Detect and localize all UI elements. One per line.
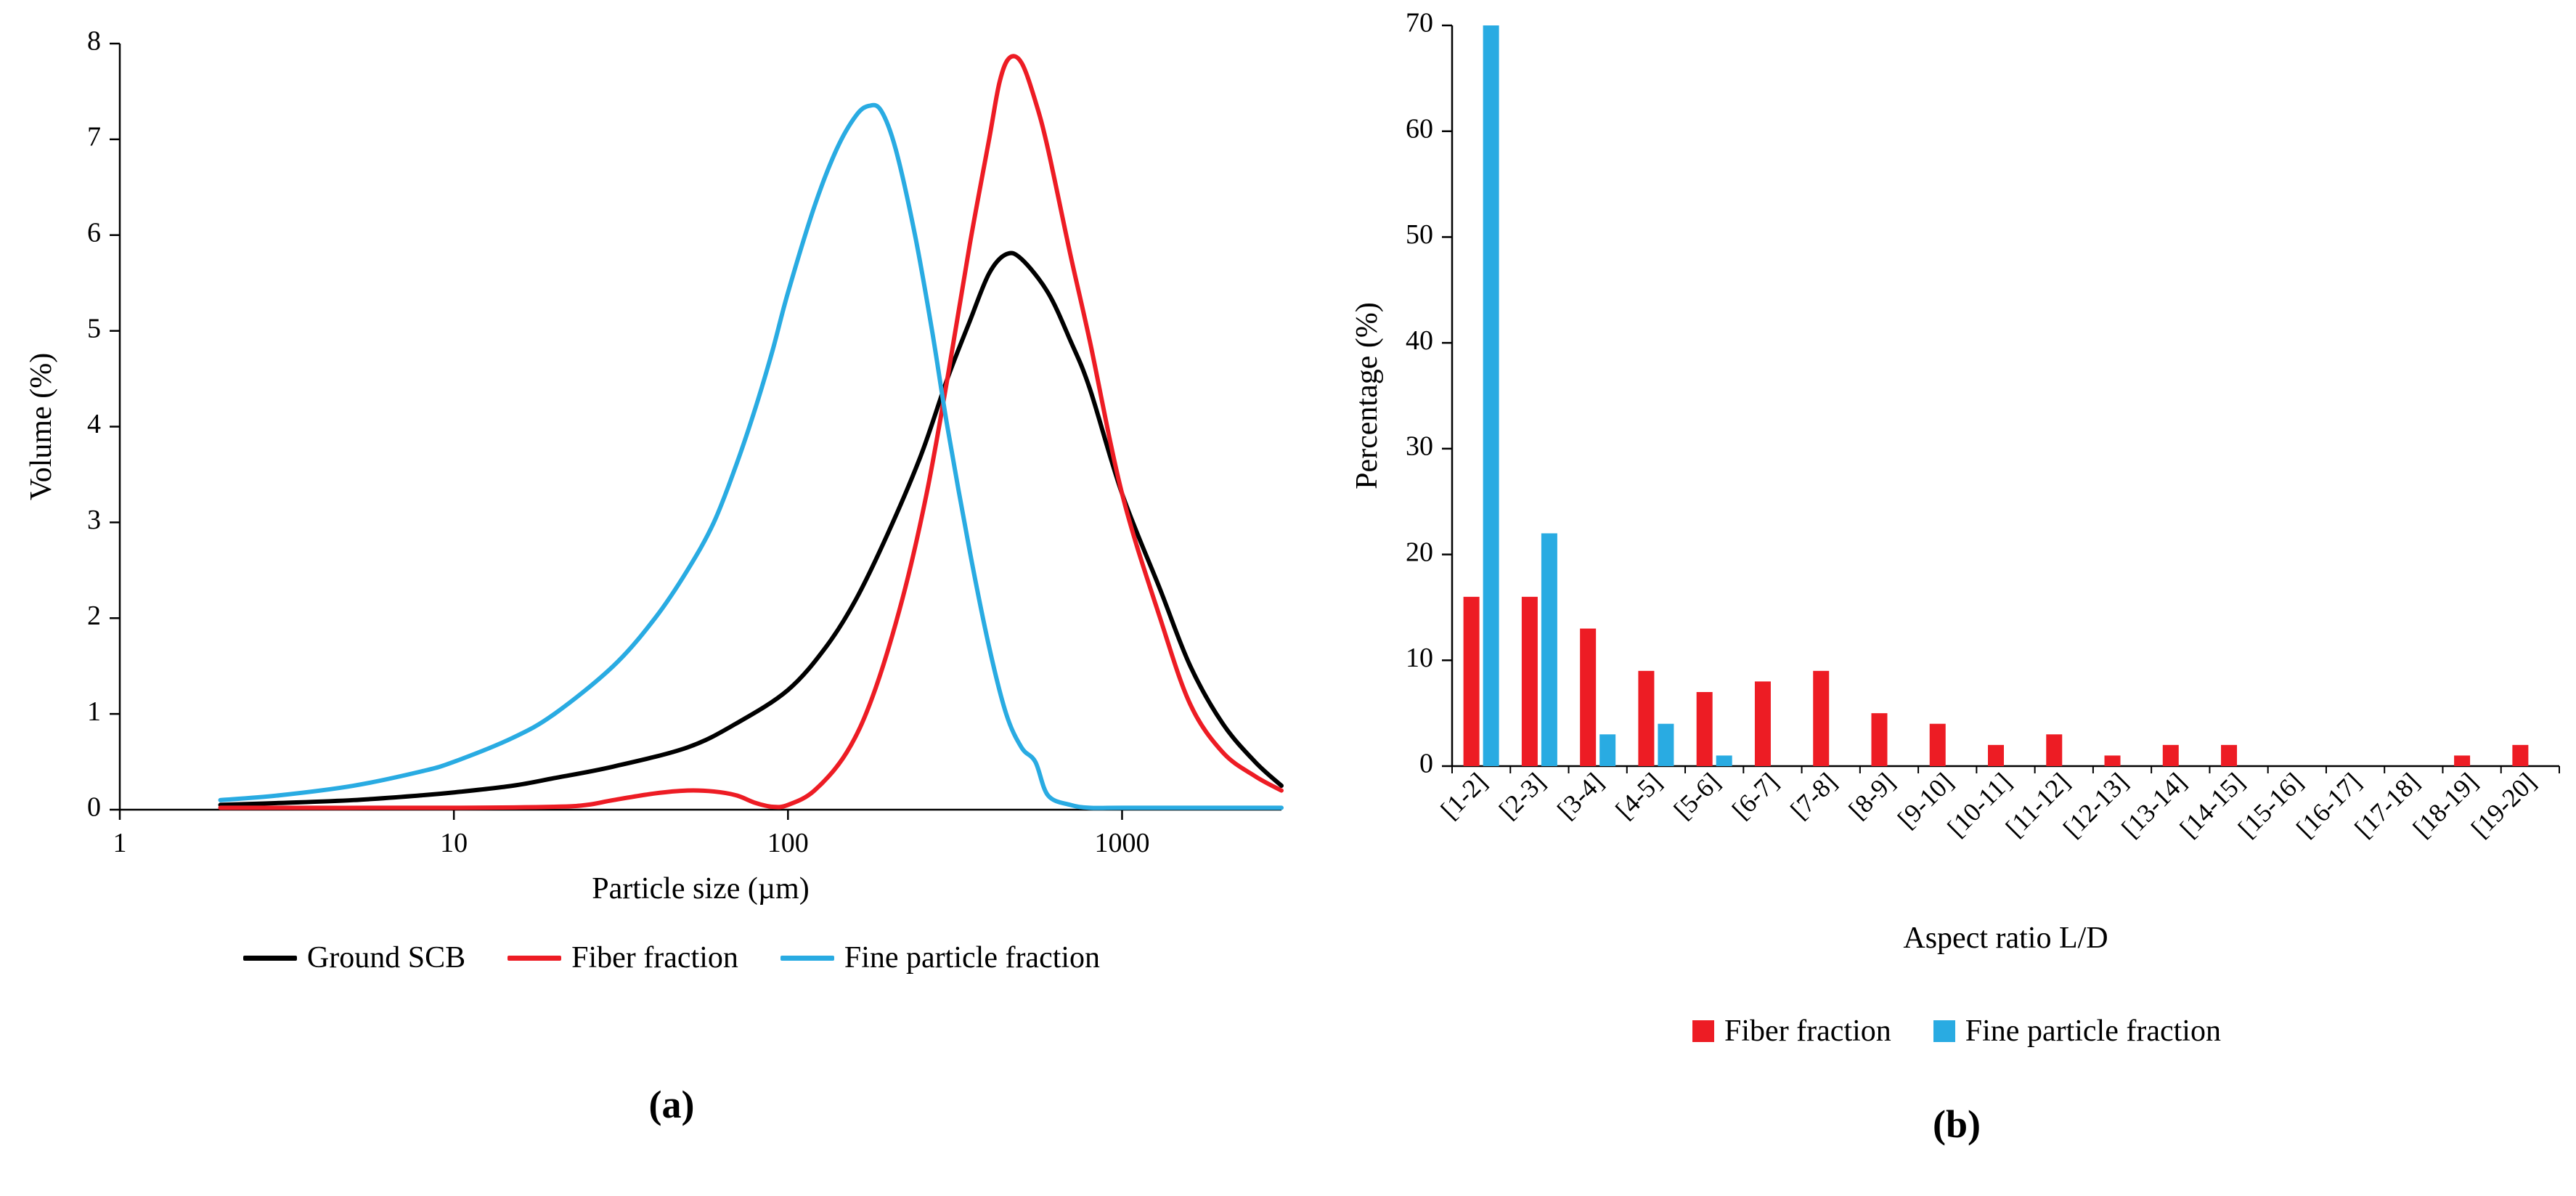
- bar-fine-particle-fraction: [1541, 533, 1557, 766]
- panel-label-a: (a): [648, 1083, 695, 1126]
- bar-fiber-fraction: [1988, 744, 2004, 766]
- y-tick-label: 30: [1406, 431, 1433, 462]
- x-category-label: [13-14]: [2116, 767, 2192, 843]
- x-category-label: [19-20]: [2466, 767, 2542, 843]
- x-category-label: [16-17]: [2291, 767, 2367, 843]
- x-category-label: [3-4]: [1552, 767, 1609, 824]
- bar-fine-particle-fraction: [1716, 755, 1732, 766]
- legend-item-fine-particle-fraction: Fine particle fraction: [780, 943, 1100, 973]
- series-line-ground-scb: [218, 251, 1284, 807]
- x-category-label: [18-19]: [2408, 767, 2484, 843]
- x-category-label: [4-5]: [1610, 767, 1667, 824]
- series-line-fine-particle-fraction: [218, 102, 1284, 810]
- line-chart-legend: Ground SCB Fiber fraction Fine particle fr…: [242, 941, 1100, 975]
- x-category-label: [11-12]: [2000, 767, 2076, 842]
- legend-label: Ground SCB: [306, 941, 466, 975]
- y-axis-title: Percentage (%): [1350, 302, 1384, 489]
- x-category-label: [5-6]: [1668, 767, 1726, 824]
- y-tick-label: 0: [1419, 749, 1433, 779]
- bar-fiber-fraction: [1580, 628, 1597, 766]
- legend-line-swatch: [780, 955, 834, 961]
- y-tick-label: 7: [87, 122, 101, 152]
- y-tick-label: 50: [1406, 219, 1433, 250]
- bar-fiber-fraction: [2162, 744, 2179, 766]
- x-category-label: [10-11]: [1941, 767, 2017, 842]
- figure-aspect-ratio-histogram: 0 10 20 30 40 50 60 70 [1-2] [2-3] [3-4] [4-5] [5-6]…: [1343, 0, 2570, 1147]
- bar-fiber-fraction: [2221, 744, 2238, 766]
- x-category-label: [7-8]: [1785, 767, 1842, 824]
- figure-particle-size-distribution: 0 1 2 3 4 5 6 7 8 1 10 100 1000 Particle size (µm) Vol…: [22, 11, 1321, 1127]
- bar-fiber-fraction: [1754, 681, 1771, 766]
- y-tick-label: 10: [1406, 643, 1433, 673]
- legend-label: Fiber fraction: [571, 941, 738, 975]
- y-tick-label: 70: [1406, 8, 1433, 38]
- legend-label: Fine particle fraction: [1965, 1014, 2221, 1048]
- bar-fiber-fraction: [2512, 744, 2529, 766]
- x-category-label: [6-7]: [1727, 767, 1784, 824]
- bar-fine-particle-fraction: [1483, 25, 1499, 766]
- y-tick-label: 20: [1406, 537, 1433, 567]
- y-axis-title: Volume (%): [25, 353, 58, 500]
- legend-item-fiber-fraction: Fiber fraction: [508, 943, 738, 973]
- legend-line-swatch: [242, 955, 297, 961]
- x-tick-label: 10: [440, 828, 468, 858]
- legend-square-swatch: [1692, 1020, 1715, 1042]
- legend-item-ground-scb: Ground SCB: [242, 941, 466, 975]
- x-tick-label: 1: [113, 828, 127, 858]
- x-category-label: [14-15]: [2174, 767, 2251, 843]
- y-tick-label: 8: [87, 26, 101, 57]
- bar-fiber-fraction: [1463, 596, 1480, 766]
- x-category-label: [12-13]: [2058, 767, 2134, 843]
- legend-item-fine-particle-fraction: Fine particle fraction: [1933, 1016, 2221, 1046]
- bar-fine-particle-fraction: [1658, 723, 1674, 766]
- bar-fiber-fraction: [1696, 692, 1713, 766]
- bar-fiber-fraction: [1638, 670, 1655, 766]
- bar-fiber-fraction: [2104, 755, 2121, 766]
- x-axis-title: Aspect ratio L/D: [1903, 922, 2108, 955]
- bar-fiber-fraction: [2454, 755, 2471, 766]
- x-category-label: [8-9]: [1843, 767, 1900, 824]
- y-tick-label: 60: [1406, 113, 1433, 144]
- bar-chart-legend: Fiber fraction Fine particle fraction: [1692, 1016, 2221, 1046]
- y-tick-label: 4: [87, 409, 101, 439]
- legend-line-swatch: [508, 955, 562, 961]
- y-tick-label: 40: [1406, 325, 1433, 356]
- y-tick-label: 1: [87, 696, 101, 727]
- bar-chart-svg: 0 10 20 30 40 50 60 70 [1-2] [2-3] [3-4] [4-5] [5-6]…: [1350, 8, 2560, 955]
- bar-fiber-fraction: [1521, 596, 1538, 766]
- legend-item-fiber-fraction: Fiber fraction: [1692, 1016, 1891, 1046]
- x-tick-label: 1000: [1094, 828, 1149, 858]
- x-tick-label: 100: [767, 828, 809, 858]
- y-tick-label: 0: [87, 792, 101, 823]
- legend-label: Fine particle fraction: [844, 941, 1101, 975]
- y-tick-label: 5: [87, 313, 101, 343]
- x-axis-title: Particle size (µm): [592, 872, 809, 906]
- x-category-label: [1-2]: [1435, 767, 1493, 824]
- legend-square-swatch: [1933, 1020, 1955, 1042]
- y-tick-label: 6: [87, 217, 101, 248]
- bar-fiber-fraction: [1871, 713, 1888, 766]
- bar-fiber-fraction: [2046, 734, 2063, 766]
- x-category-label: [17-18]: [2349, 767, 2425, 843]
- bar-fiber-fraction: [1813, 670, 1830, 766]
- series-line-fiber-fraction: [218, 54, 1284, 810]
- bar-fiber-fraction: [1929, 723, 1946, 766]
- x-category-label: [2-3]: [1493, 767, 1551, 824]
- panel-label-b: (b): [1933, 1102, 1981, 1146]
- y-tick-label: 2: [87, 601, 101, 631]
- y-tick-label: 3: [87, 505, 101, 535]
- x-category-label: [15-16]: [2233, 767, 2309, 843]
- legend-label: Fiber fraction: [1724, 1014, 1891, 1048]
- bar-fine-particle-fraction: [1599, 734, 1616, 766]
